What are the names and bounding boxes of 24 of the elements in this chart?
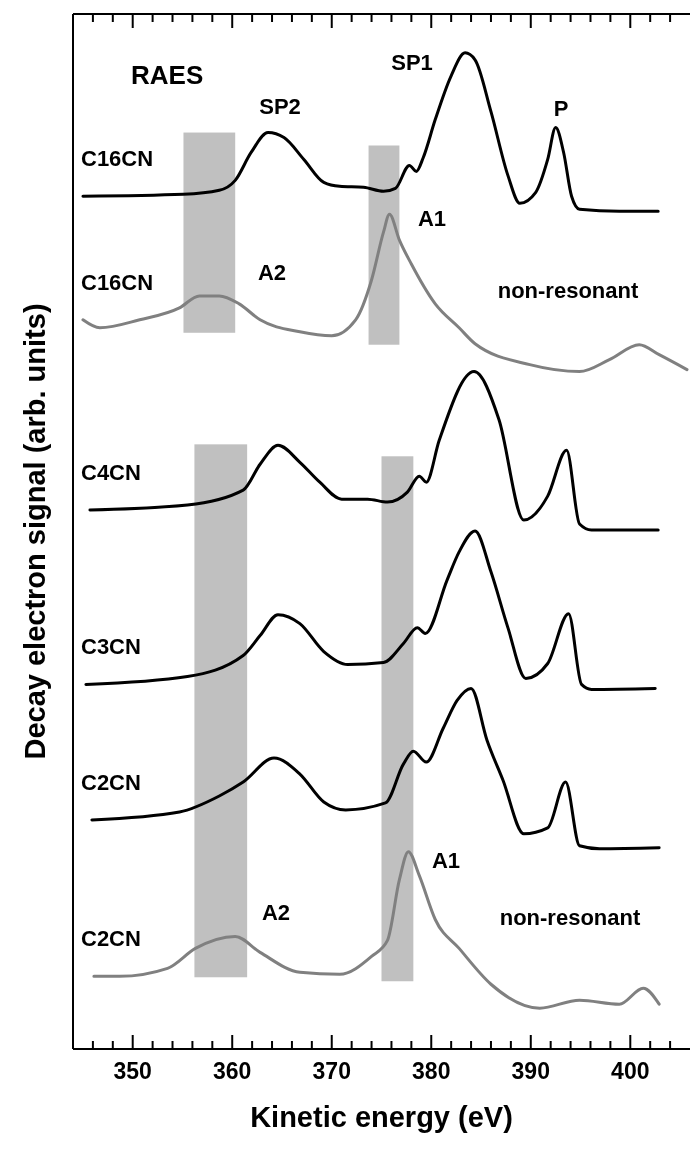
annotation: A2 — [261, 899, 291, 925]
annotation: A2 — [257, 259, 287, 285]
chart-title: RAES — [131, 60, 204, 90]
annotation: non-resonant — [499, 904, 641, 930]
annotation: non-resonant — [497, 277, 639, 303]
series-label: C2CN — [81, 769, 141, 795]
series-label: C4CN — [81, 460, 141, 486]
annotation: A1 — [431, 847, 461, 873]
series-label: C3CN — [81, 634, 141, 660]
series-label: C16CN — [81, 269, 154, 295]
annotation: A1 — [417, 205, 447, 231]
annotation: SP2 — [259, 93, 301, 119]
series-label: C16CN — [81, 146, 154, 172]
x-tick-label: 380 — [412, 1058, 451, 1084]
x-tick-label: 390 — [511, 1058, 550, 1084]
x-axis-title: Kinetic energy (eV) — [250, 1101, 513, 1133]
annotation: P — [553, 95, 569, 121]
annotation: SP1 — [391, 49, 433, 75]
x-tick-label: 360 — [213, 1058, 252, 1084]
x-tick-label: 350 — [113, 1058, 152, 1084]
x-tick-label: 400 — [611, 1058, 650, 1084]
series-label: C2CN — [81, 926, 141, 952]
x-tick-label: 370 — [312, 1058, 351, 1084]
y-axis-title: Decay electron signal (arb. units) — [19, 303, 51, 760]
